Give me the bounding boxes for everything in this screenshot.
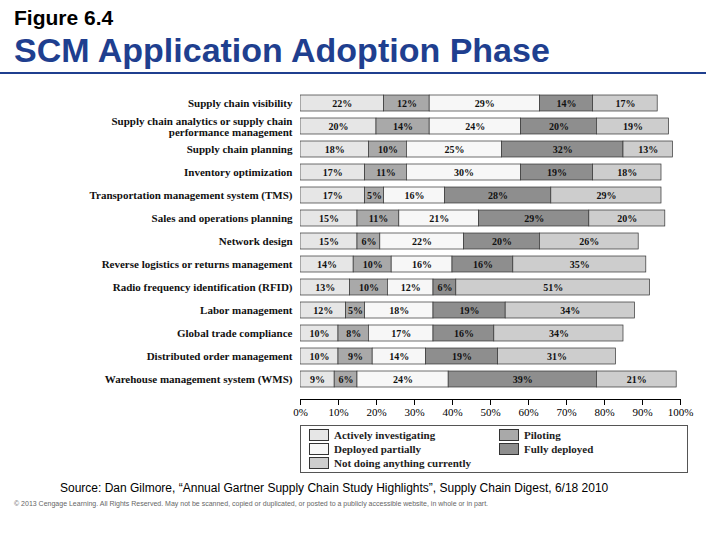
svg-text:90%: 90% (632, 406, 652, 418)
html-text:Piloting: Piloting (524, 429, 561, 441)
svg-text:28%: 28% (488, 190, 508, 201)
svg-text:12%: 12% (313, 305, 333, 316)
html-text:© 2013 Cengage Learning. All R: © 2013 Cengage Learning. All Rights Rese… (14, 500, 489, 507)
svg-text:10%: 10% (359, 282, 379, 293)
svg-text:6%: 6% (437, 282, 452, 293)
svg-text:25%: 25% (444, 144, 464, 155)
svg-text:29%: 29% (524, 213, 544, 224)
svg-text:14%: 14% (557, 98, 577, 109)
svg-text:51%: 51% (543, 282, 563, 293)
svg-text:6%: 6% (361, 236, 376, 247)
svg-text:15%: 15% (319, 236, 339, 247)
svg-text:0%: 0% (293, 406, 308, 418)
html-text:SCM Application Adoption Phase: SCM Application Adoption Phase (14, 31, 550, 69)
svg-text:21%: 21% (429, 213, 449, 224)
svg-text:Labor management: Labor management (200, 304, 293, 316)
svg-text:17%: 17% (615, 98, 635, 109)
svg-text:8%: 8% (346, 328, 361, 339)
svg-text:Network design: Network design (219, 235, 293, 247)
svg-text:39%: 39% (513, 374, 533, 385)
svg-text:50%: 50% (480, 406, 500, 418)
svg-text:22%: 22% (332, 98, 352, 109)
svg-text:5%: 5% (348, 305, 363, 316)
html-text:Fully deployed: Fully deployed (524, 443, 594, 455)
svg-text:11%: 11% (369, 213, 388, 224)
svg-text:80%: 80% (594, 406, 614, 418)
svg-text:13%: 13% (638, 144, 658, 155)
svg-text:24%: 24% (465, 121, 485, 132)
svg-text:100%: 100% (668, 406, 694, 418)
svg-text:9%: 9% (310, 374, 325, 385)
html-text:Source: Dan Gilmore, “Annual G: Source: Dan Gilmore, “Annual Gartner Sup… (60, 481, 609, 495)
svg-text:10%: 10% (378, 144, 398, 155)
svg-text:Supply chain visibility: Supply chain visibility (188, 97, 293, 109)
svg-text:20%: 20% (366, 406, 386, 418)
svg-text:19%: 19% (547, 167, 567, 178)
svg-text:16%: 16% (405, 190, 425, 201)
svg-text:17%: 17% (323, 167, 343, 178)
svg-text:5%: 5% (367, 190, 382, 201)
svg-text:26%: 26% (579, 236, 599, 247)
svg-text:6%: 6% (339, 374, 354, 385)
svg-text:31%: 31% (547, 351, 567, 362)
svg-text:24%: 24% (393, 374, 413, 385)
svg-text:10%: 10% (310, 351, 330, 362)
svg-text:Distributed order management: Distributed order management (147, 350, 293, 362)
svg-text:Transportation management syst: Transportation management system (TMS) (90, 189, 293, 202)
svg-text:10%: 10% (310, 328, 330, 339)
svg-text:Supply chain analytics or supp: Supply chain analytics or supply chainpe… (111, 115, 292, 138)
svg-text:Reverse logistics or returns m: Reverse logistics or returns management (102, 258, 293, 270)
svg-text:20%: 20% (329, 121, 349, 132)
svg-text:Supply chain planning: Supply chain planning (187, 143, 293, 155)
svg-text:13%: 13% (315, 282, 335, 293)
svg-text:19%: 19% (460, 305, 480, 316)
svg-text:20%: 20% (549, 121, 569, 132)
svg-text:12%: 12% (397, 98, 417, 109)
svg-text:19%: 19% (623, 121, 643, 132)
svg-text:18%: 18% (325, 144, 345, 155)
svg-text:22%: 22% (412, 236, 432, 247)
svg-text:12%: 12% (401, 282, 421, 293)
svg-text:70%: 70% (556, 406, 576, 418)
svg-text:34%: 34% (560, 305, 580, 316)
svg-text:34%: 34% (549, 328, 569, 339)
svg-text:17%: 17% (323, 190, 343, 201)
svg-text:14%: 14% (389, 351, 409, 362)
svg-text:11%: 11% (376, 167, 395, 178)
svg-text:30%: 30% (404, 406, 424, 418)
svg-text:Global trade compliance: Global trade compliance (177, 327, 293, 339)
svg-text:19%: 19% (452, 351, 472, 362)
svg-text:14%: 14% (393, 121, 413, 132)
svg-text:9%: 9% (348, 351, 363, 362)
html-text:Deployed partially: Deployed partially (334, 443, 422, 455)
svg-text:32%: 32% (553, 144, 573, 155)
svg-text:Radio frequency identification: Radio frequency identification (RFID) (113, 281, 293, 294)
svg-text:17%: 17% (391, 328, 411, 339)
svg-text:21%: 21% (627, 374, 647, 385)
svg-text:29%: 29% (475, 98, 495, 109)
svg-text:29%: 29% (596, 190, 616, 201)
svg-text:18%: 18% (617, 167, 637, 178)
svg-text:40%: 40% (442, 406, 462, 418)
svg-text:20%: 20% (617, 213, 637, 224)
svg-text:14%: 14% (317, 259, 337, 270)
svg-text:16%: 16% (412, 259, 432, 270)
svg-text:16%: 16% (473, 259, 493, 270)
svg-text:10%: 10% (328, 406, 348, 418)
svg-text:Warehouse management system (W: Warehouse management system (WMS) (105, 373, 293, 386)
svg-text:15%: 15% (319, 213, 339, 224)
svg-text:30%: 30% (454, 167, 474, 178)
svg-text:Sales and operations planning: Sales and operations planning (152, 212, 293, 224)
svg-text:60%: 60% (518, 406, 538, 418)
svg-text:20%: 20% (492, 236, 512, 247)
html-text:Not doing anything currently: Not doing anything currently (334, 457, 471, 469)
svg-text:18%: 18% (389, 305, 409, 316)
html-text:Actively investigating: Actively investigating (334, 429, 436, 441)
html-text:Figure 6.4: Figure 6.4 (14, 6, 114, 29)
svg-text:35%: 35% (570, 259, 590, 270)
svg-text:10%: 10% (363, 259, 383, 270)
svg-text:Inventory optimization: Inventory optimization (184, 166, 292, 178)
svg-text:16%: 16% (454, 328, 474, 339)
